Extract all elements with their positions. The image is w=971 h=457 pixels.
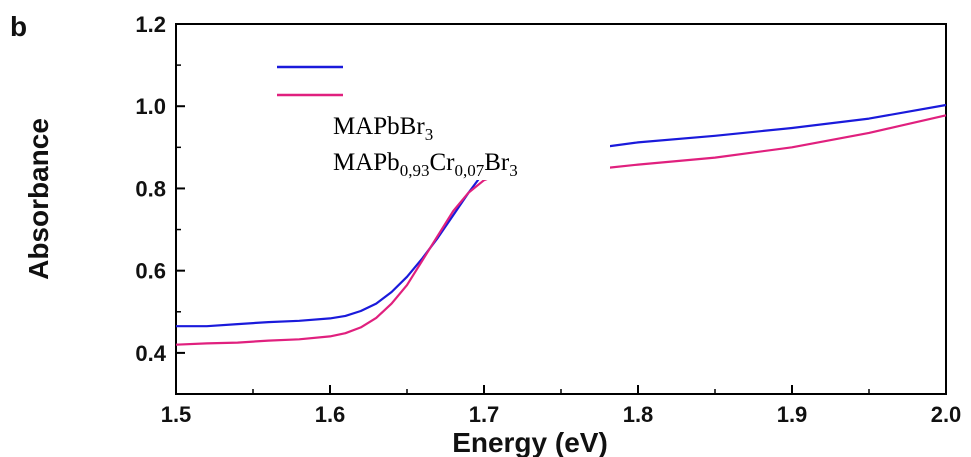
series-line-1 [176, 103, 947, 328]
series-line-2 [175, 114, 947, 346]
x-tick-label: 2.0 [931, 402, 962, 427]
panel-label: b [10, 11, 27, 42]
y-tick-label: 0.6 [135, 259, 166, 284]
plot-frame [175, 23, 947, 395]
x-tick-label: 1.7 [469, 402, 500, 427]
legend-background [300, 100, 610, 180]
x-tick-label: 1.8 [623, 402, 654, 427]
y-axis-label: Absorbance [23, 118, 54, 280]
legend-entry-mapbbr3: MAPbBr3 [333, 113, 433, 144]
legend-entry-mapb-cr-br3: MAPb0,93Cr0,07Br3 [333, 149, 518, 180]
series-lines [175, 103, 947, 346]
y-tick-label: 0.8 [135, 176, 166, 201]
x-tick-label: 1.9 [777, 402, 808, 427]
x-axis-label: Energy (eV) [452, 427, 608, 457]
axis-ticks: 1.5 1.6 1.7 1.8 1.9 2.0 0.4 0.6 0.8 1.0 1.2 [135, 12, 961, 427]
x-tick-label: 1.6 [315, 402, 346, 427]
y-tick-label: 1.0 [135, 94, 166, 119]
y-tick-label: 1.2 [135, 12, 166, 37]
y-tick-label: 0.4 [135, 341, 166, 366]
x-tick-label: 1.5 [161, 402, 192, 427]
legend: MAPbBr3 MAPb0,93Cr0,07Br3 [277, 65, 610, 180]
